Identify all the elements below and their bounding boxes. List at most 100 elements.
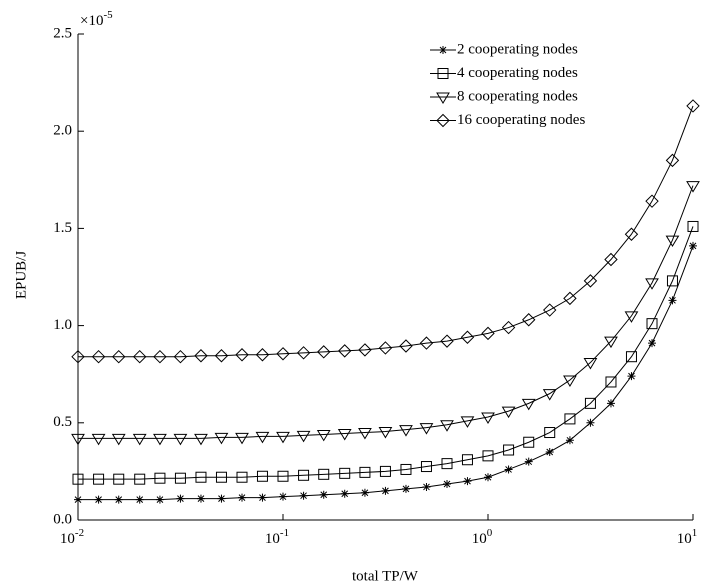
data-point [481,326,495,341]
data-point [173,349,188,364]
data-point [645,278,659,290]
data-point [686,99,700,113]
data-point [91,433,106,446]
data-point [337,428,352,441]
legend-label: 16 cooperating nodes [457,112,585,128]
data-point [317,345,331,359]
legend-marker [437,68,449,79]
y-tick-label: 1.5 [53,220,72,236]
y-tick-label: 0.0 [53,511,72,527]
data-point [91,349,106,364]
data-point [277,470,289,482]
data-point [176,494,185,503]
data-point [521,398,536,411]
data-point [258,493,267,502]
data-point [255,348,270,362]
x-tick-label: 101 [677,527,698,548]
data-point [583,274,598,288]
y-multiplier: ×10-5 [80,9,113,30]
data-point [133,349,147,364]
data-point [563,291,577,306]
data-point [94,495,103,504]
data-point [114,495,123,504]
y-tick-label: 2.0 [53,123,72,139]
data-point [359,466,371,478]
data-point [563,375,577,388]
data-point [135,495,144,504]
data-point [358,343,372,357]
data-point [645,194,659,208]
data-point [400,463,412,475]
x-axis-label: total TP/W [352,568,419,584]
data-point [522,313,536,327]
series-line [78,226,694,480]
data-point [378,341,393,355]
x-tick-exponent: -2 [75,527,84,539]
x-tick-exponent: -1 [280,527,289,539]
data-point [501,320,516,335]
x-tick-exponent: 1 [692,527,698,539]
legend-marker [436,92,450,104]
data-point [360,488,369,497]
data-point [173,433,188,446]
x-tick-label: 100 [472,527,493,548]
data-point [627,372,636,381]
y-tick-label: 2.5 [53,25,72,41]
data-point [235,432,249,445]
data-point [624,227,639,241]
data-point [217,494,226,503]
series-line [78,185,694,439]
data-point [625,351,637,363]
data-point [524,457,533,466]
legend-marker [439,46,447,54]
data-point [399,339,413,353]
data-point [401,484,410,493]
data-point [624,311,639,323]
data-point [132,433,147,446]
data-point [340,489,349,498]
data-point [195,471,207,483]
data-point [399,425,413,437]
data-point [606,399,615,408]
data-point [543,303,557,317]
data-point [419,336,434,350]
data-point [482,450,494,462]
series-line [78,245,694,501]
data-point [238,493,247,502]
data-point [296,346,311,360]
data-point [381,486,390,495]
data-point [542,389,557,401]
data-point [214,349,229,363]
y-tick-label: 0.5 [53,414,72,430]
data-point [523,436,535,448]
data-point [194,349,208,363]
data-point [443,480,452,489]
data-point [501,406,516,419]
data-point [503,444,515,456]
data-point [586,418,595,427]
data-point [113,473,125,485]
data-point [584,397,596,409]
data-point [256,470,268,482]
data-point [319,490,328,499]
data-point [378,427,393,439]
data-point [318,468,330,480]
data-point [665,235,680,248]
data-point [564,413,576,425]
data-point [255,431,270,444]
data-point [296,430,311,443]
data-point [583,358,598,370]
data-point [71,349,85,364]
x-tick-base: 10 [677,531,692,547]
data-point [420,461,432,473]
x-tick-label: 10-2 [60,527,84,548]
data-point [338,344,352,358]
data-point [153,433,167,446]
data-point [646,318,658,330]
data-point [604,252,618,267]
data-point [440,334,454,348]
data-point [298,469,310,481]
data-point [358,428,372,440]
x-tick-exponent: 0 [487,527,493,539]
